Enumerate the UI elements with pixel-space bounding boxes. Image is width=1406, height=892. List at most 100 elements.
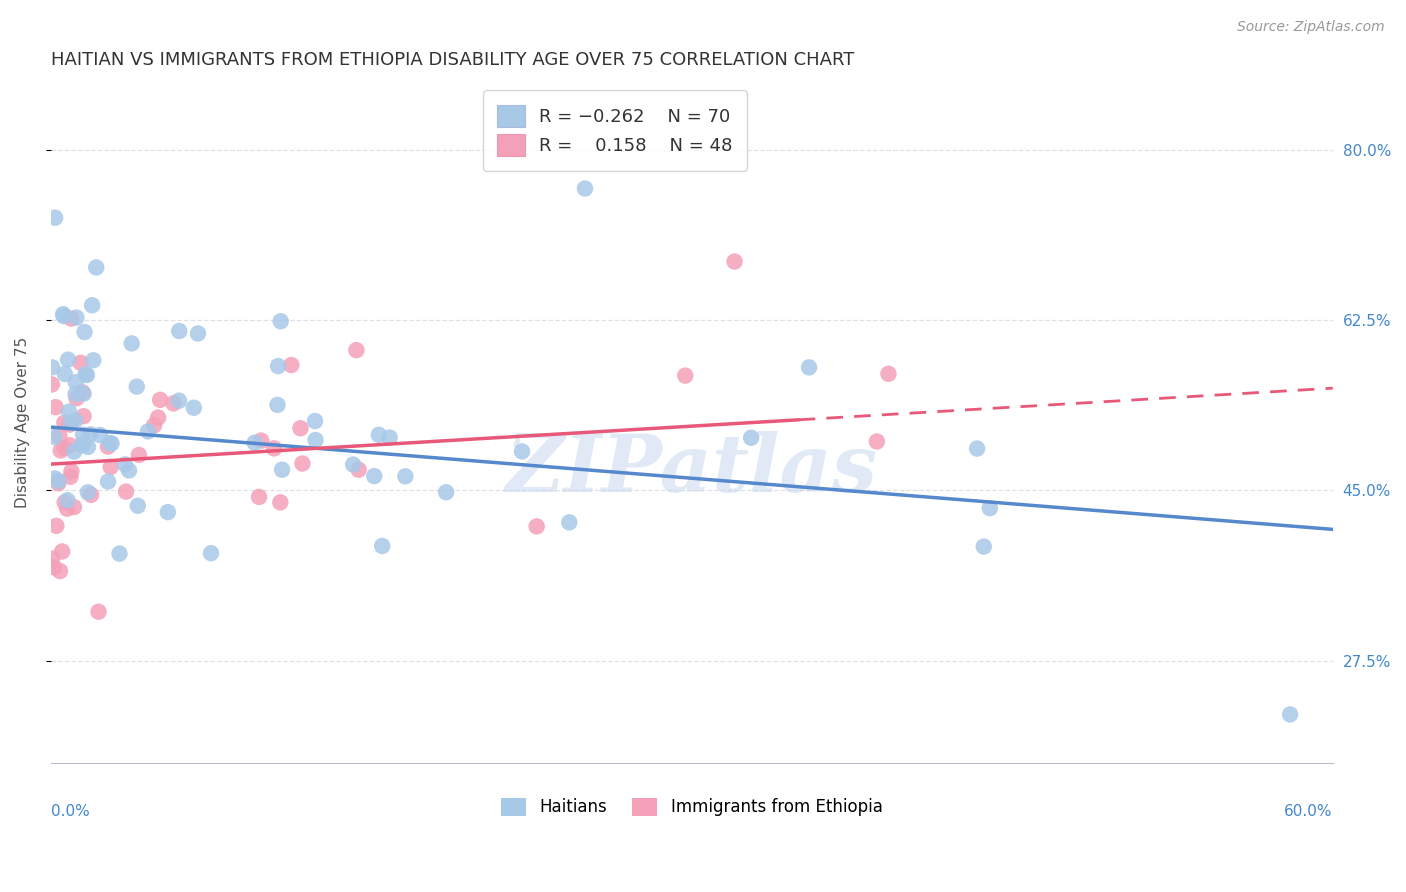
- Y-axis label: Disability Age Over 75: Disability Age Over 75: [15, 336, 30, 508]
- Point: [167, 324, 190, 338]
- Point: [58, 404, 80, 418]
- Point: [97, 475, 120, 489]
- Point: [89, 428, 111, 442]
- Point: [290, 421, 312, 435]
- Point: [41, 377, 63, 392]
- Point: [44, 211, 66, 225]
- Point: [966, 442, 988, 456]
- Point: [53, 367, 76, 381]
- Point: [243, 435, 266, 450]
- Point: [271, 463, 294, 477]
- Point: [304, 433, 326, 447]
- Text: 60.0%: 60.0%: [1284, 804, 1333, 819]
- Point: [363, 469, 385, 483]
- Point: [98, 436, 121, 450]
- Point: [72, 409, 94, 424]
- Point: [247, 490, 270, 504]
- Point: [162, 396, 184, 410]
- Point: [378, 431, 401, 445]
- Point: [125, 379, 148, 393]
- Point: [100, 459, 122, 474]
- Point: [866, 434, 889, 449]
- Point: [48, 474, 70, 488]
- Point: [41, 551, 63, 566]
- Point: [187, 326, 209, 341]
- Point: [434, 485, 457, 500]
- Point: [53, 416, 76, 430]
- Point: [128, 448, 150, 462]
- Point: [82, 353, 104, 368]
- Point: [44, 471, 66, 485]
- Point: [42, 560, 65, 574]
- Point: [52, 309, 75, 323]
- Point: [45, 518, 67, 533]
- Point: [270, 314, 292, 328]
- Point: [75, 368, 97, 382]
- Point: [80, 488, 103, 502]
- Point: [77, 440, 100, 454]
- Point: [79, 427, 101, 442]
- Point: [51, 544, 73, 558]
- Point: [526, 519, 548, 533]
- Point: [70, 438, 93, 452]
- Point: [136, 425, 159, 439]
- Point: [56, 493, 79, 508]
- Point: [1279, 707, 1302, 722]
- Point: [56, 352, 79, 367]
- Point: [65, 387, 87, 401]
- Point: [371, 539, 394, 553]
- Text: HAITIAN VS IMMIGRANTS FROM ETHIOPIA DISABILITY AGE OVER 75 CORRELATION CHART: HAITIAN VS IMMIGRANTS FROM ETHIOPIA DISA…: [51, 51, 855, 69]
- Point: [394, 469, 416, 483]
- Point: [59, 416, 82, 430]
- Point: [72, 427, 94, 442]
- Point: [41, 360, 63, 375]
- Point: [63, 444, 86, 458]
- Point: [59, 438, 82, 452]
- Point: [291, 457, 314, 471]
- Point: [510, 444, 533, 458]
- Point: [65, 310, 87, 325]
- Point: [108, 547, 131, 561]
- Point: [143, 418, 166, 433]
- Point: [53, 442, 76, 456]
- Point: [46, 476, 69, 491]
- Point: [347, 463, 370, 477]
- Text: ZIPatlas: ZIPatlas: [506, 431, 877, 508]
- Point: [167, 393, 190, 408]
- Point: [58, 417, 80, 432]
- Point: [100, 436, 122, 450]
- Point: [56, 501, 79, 516]
- Point: [342, 458, 364, 472]
- Point: [114, 458, 136, 472]
- Point: [558, 516, 581, 530]
- Point: [267, 359, 290, 373]
- Point: [82, 298, 104, 312]
- Point: [63, 500, 86, 515]
- Point: [367, 427, 389, 442]
- Point: [304, 414, 326, 428]
- Point: [72, 386, 94, 401]
- Point: [59, 469, 82, 483]
- Point: [344, 343, 367, 358]
- Point: [723, 254, 745, 268]
- Point: [49, 443, 72, 458]
- Point: [740, 431, 762, 445]
- Point: [149, 392, 172, 407]
- Point: [979, 501, 1001, 516]
- Point: [76, 368, 98, 382]
- Point: [97, 440, 120, 454]
- Text: 0.0%: 0.0%: [51, 804, 90, 819]
- Point: [127, 499, 149, 513]
- Point: [48, 429, 70, 443]
- Point: [72, 385, 94, 400]
- Point: [44, 430, 66, 444]
- Point: [269, 495, 291, 509]
- Point: [250, 434, 273, 448]
- Point: [49, 564, 72, 578]
- Point: [115, 484, 138, 499]
- Point: [63, 413, 86, 427]
- Point: [65, 376, 87, 390]
- Point: [156, 505, 179, 519]
- Point: [266, 398, 288, 412]
- Point: [146, 410, 169, 425]
